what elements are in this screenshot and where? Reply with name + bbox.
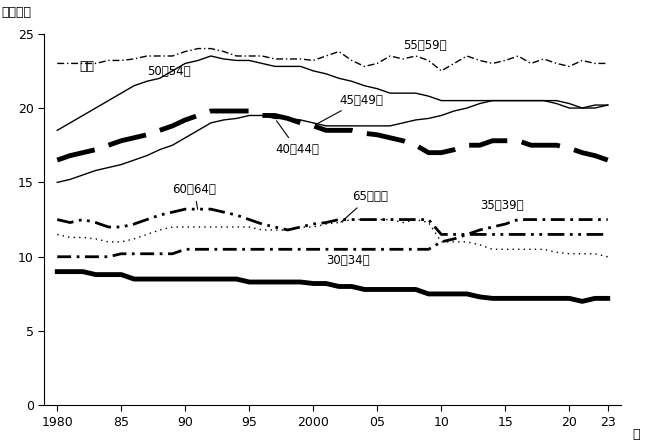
Text: 60～64歳: 60～64歳 <box>172 183 216 209</box>
Text: 40～44歳: 40～44歳 <box>275 121 319 156</box>
Text: 35～39歳: 35～39歳 <box>480 199 523 212</box>
Text: 45～49歳: 45～49歳 <box>316 94 382 124</box>
Text: 男性: 男性 <box>79 60 94 73</box>
Text: 勤続年数: 勤続年数 <box>1 6 31 19</box>
Text: 55～59歳: 55～59歳 <box>403 38 446 52</box>
Text: 年: 年 <box>632 428 640 441</box>
Text: 50～54歳: 50～54歳 <box>147 65 190 78</box>
Text: 65歳以上: 65歳以上 <box>341 190 388 222</box>
Text: 30～34歳: 30～34歳 <box>326 254 370 267</box>
